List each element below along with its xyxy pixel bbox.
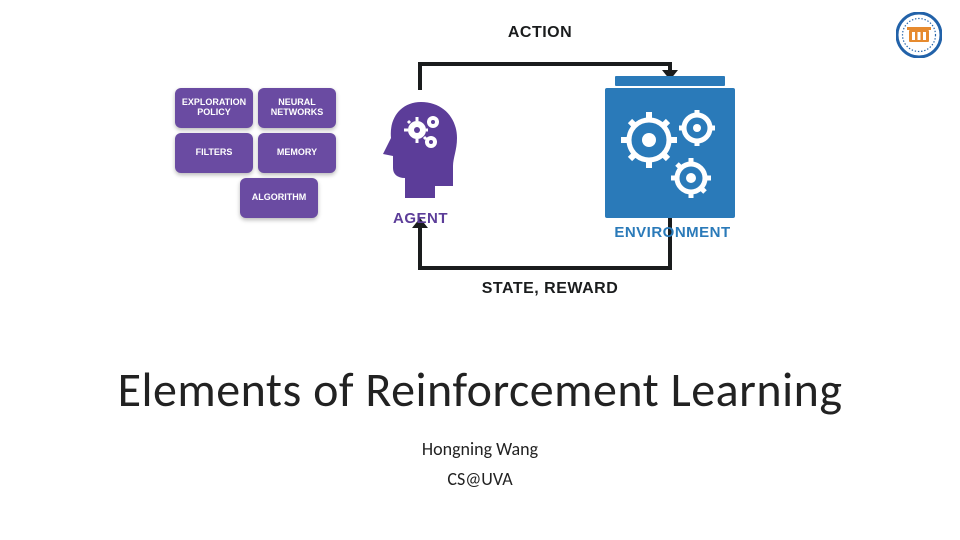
loop-line bbox=[418, 266, 672, 270]
agent-head-icon bbox=[375, 96, 465, 206]
environment-label: ENVIRONMENT bbox=[605, 224, 740, 241]
state-reward-label: STATE, REWARD bbox=[460, 280, 640, 298]
badge-exploration-policy: EXPLORATION POLICY bbox=[175, 88, 253, 128]
cogs-icon bbox=[605, 88, 735, 218]
badge-filters: FILTERS bbox=[175, 133, 253, 173]
badge-neural-networks: NEURAL NETWORKS bbox=[258, 88, 336, 128]
action-label: ACTION bbox=[470, 24, 610, 42]
page-title: Elements of Reinforcement Learning bbox=[0, 360, 960, 419]
badge-memory: MEMORY bbox=[258, 133, 336, 173]
badge-algorithm: ALGORITHM bbox=[240, 178, 318, 218]
uva-seal-icon bbox=[896, 12, 942, 58]
author-name: Hongning Wang bbox=[0, 438, 960, 460]
affiliation: CS@UVA bbox=[0, 468, 960, 490]
environment-lid bbox=[615, 76, 725, 86]
loop-line bbox=[418, 226, 422, 270]
agent-label: AGENT bbox=[378, 210, 463, 227]
loop-line bbox=[418, 62, 672, 66]
loop-line bbox=[418, 62, 422, 90]
environment-box bbox=[605, 88, 735, 218]
rl-loop-diagram: ACTION STATE, REWARD bbox=[160, 18, 760, 318]
slide: ACTION STATE, REWARD bbox=[0, 0, 960, 540]
